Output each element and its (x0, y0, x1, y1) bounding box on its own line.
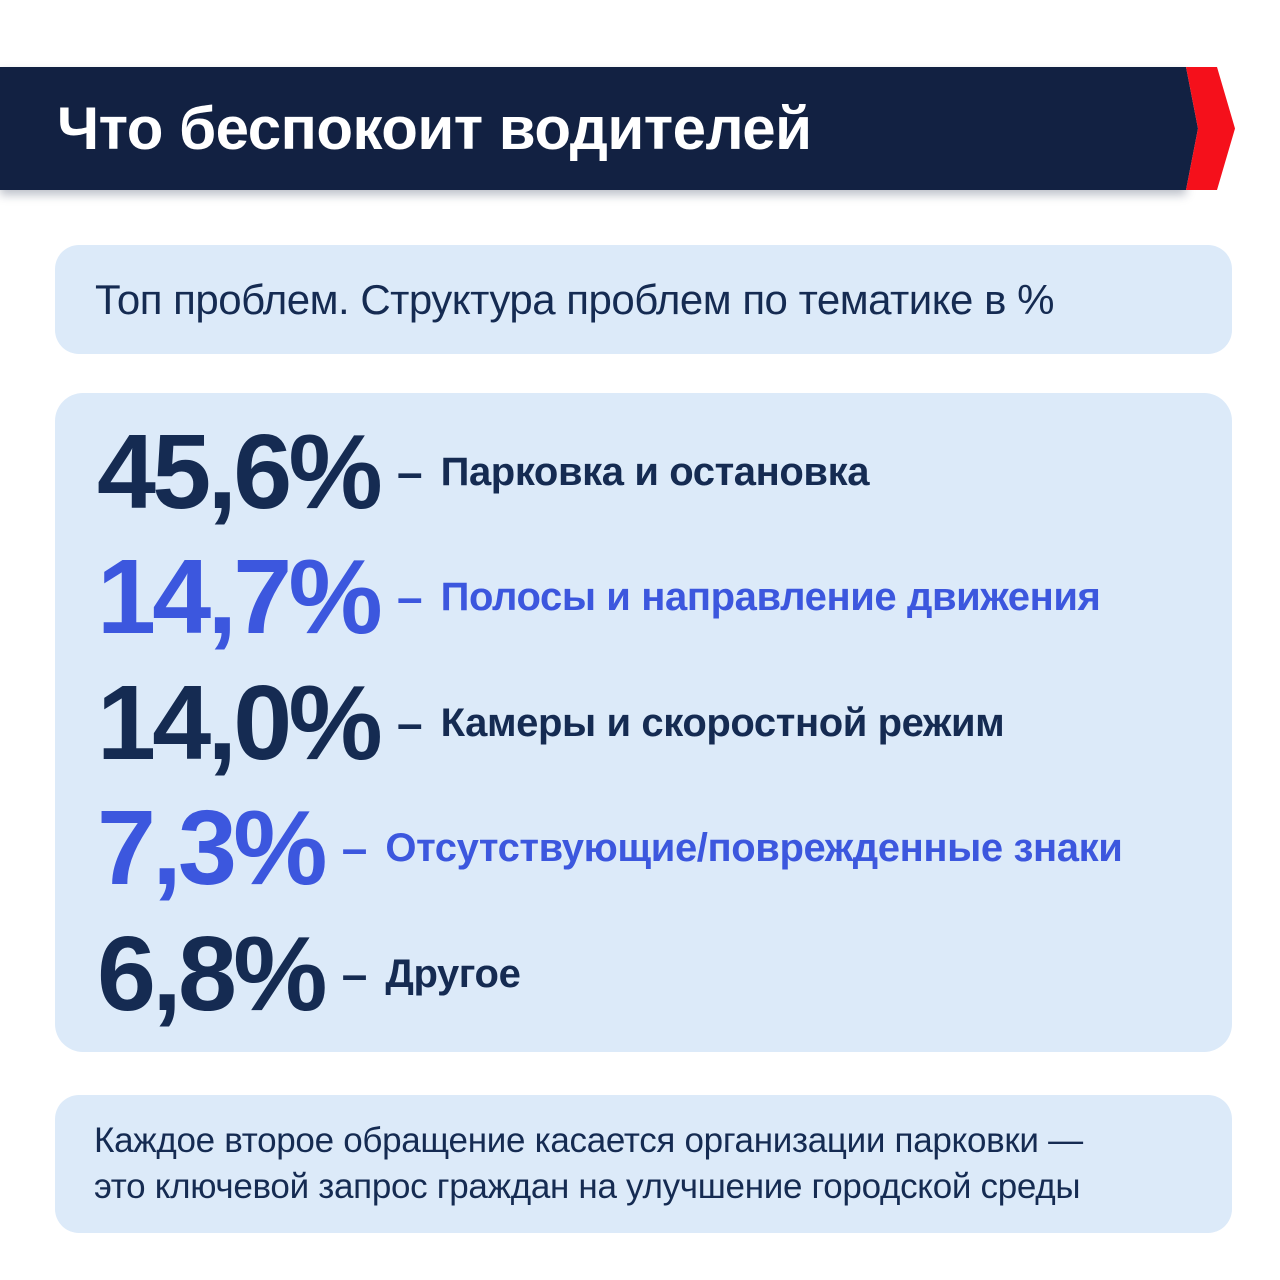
stat-value: 45,6% (97, 412, 383, 531)
page-title: Что беспокоит водителей (57, 95, 812, 162)
subtitle-panel: Топ проблем. Структура проблем по темати… (55, 245, 1232, 354)
chart-subtitle: Топ проблем. Структура проблем по темати… (95, 275, 1054, 323)
stat-dash: – (397, 571, 423, 623)
footer-text-line1: Каждое второе обращение касается организ… (94, 1121, 1083, 1160)
stat-value: 14,7% (97, 538, 383, 656)
stat-label: Отсутствующие/поврежденные знаки (385, 826, 1123, 870)
footer-panel: Каждое второе обращение касается организ… (55, 1095, 1232, 1233)
stat-row-parking: 45,6% – Парковка и остановка (97, 419, 1212, 525)
stat-row-lanes: 14,7% – Полосы и направление движения (97, 544, 1212, 650)
stats-panel: 45,6% – Парковка и остановка 14,7% – Пол… (55, 393, 1232, 1052)
stat-dash: – (397, 696, 423, 749)
stat-value: 14,0% (97, 663, 383, 782)
stat-label: Парковка и остановка (440, 449, 870, 494)
stat-value: 7,3% (97, 789, 327, 907)
stat-label: Камеры и скоростной режим (440, 700, 1005, 745)
stat-dash: – (341, 822, 368, 874)
stat-row-other: 6,8% – Другое (97, 921, 1212, 1027)
red-chevron-icon (1186, 67, 1235, 190)
stat-label: Другое (385, 951, 521, 996)
stat-label: Полосы и направление движения (440, 575, 1101, 619)
header-bar: Что беспокоит водителей (0, 67, 1186, 190)
stat-row-signs: 7,3% – Отсутствующие/поврежденные знаки (97, 795, 1212, 901)
footer-text-line2: это ключевой запрос граждан на улучшение… (94, 1167, 1081, 1206)
stat-dash: – (397, 445, 423, 498)
stat-value: 6,8% (97, 914, 327, 1033)
stat-row-cameras: 14,0% – Камеры и скоростной режим (97, 670, 1212, 776)
stat-dash: – (341, 947, 368, 1000)
